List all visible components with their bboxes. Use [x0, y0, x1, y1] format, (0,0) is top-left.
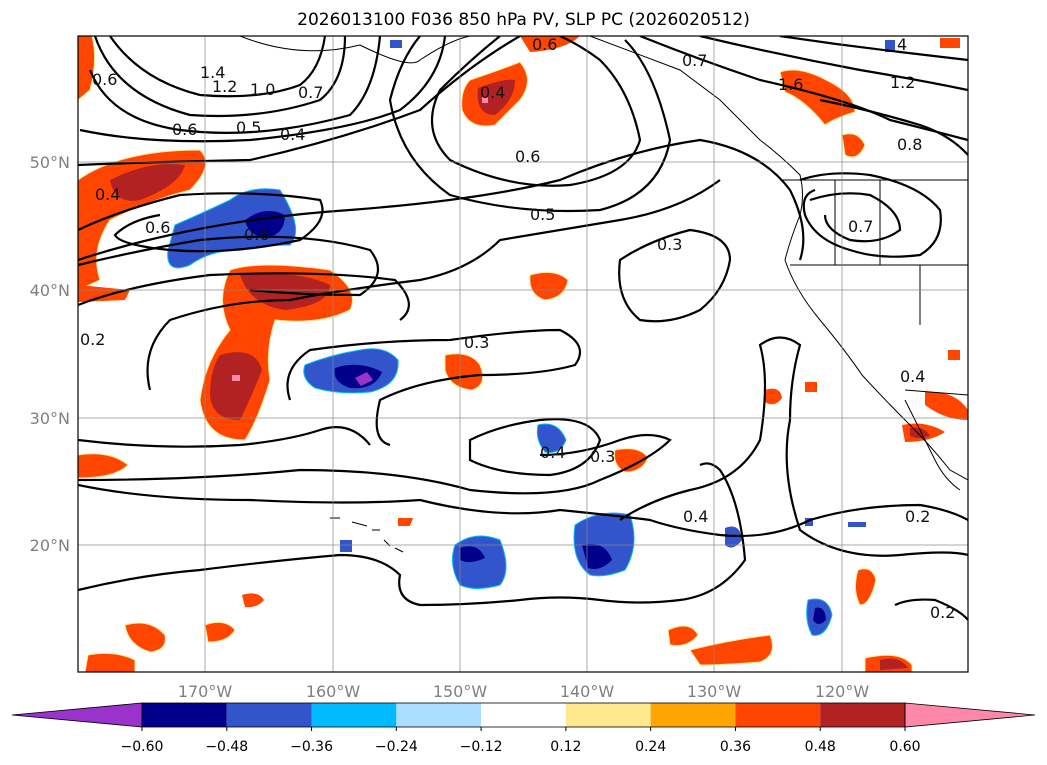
- contour-label: 0.7: [682, 51, 707, 70]
- lat-label: 50°N: [30, 153, 70, 172]
- map-frame: [77, 35, 969, 673]
- colorbar-tick-label: −0.12: [460, 739, 503, 755]
- latitude-labels: 50°N 40°N 30°N 20°N: [30, 153, 70, 555]
- colorbar-segment: [481, 703, 566, 727]
- contour-label: 0.4: [480, 83, 505, 102]
- contour-label: 0.6: [515, 147, 540, 166]
- contour-label: 0.2: [905, 507, 930, 526]
- colorbar-tick-label: 0.60: [889, 739, 920, 755]
- colorbar-tick-label: 0.12: [550, 739, 581, 755]
- colorbar-segment: [735, 703, 821, 727]
- contour-label: 0.3: [590, 447, 615, 466]
- lon-label: 150°W: [433, 682, 488, 701]
- colorbar-tick-label: −0.60: [121, 739, 164, 755]
- contour-label: 0.6: [244, 225, 269, 244]
- colorbar-tick-label: −0.36: [290, 739, 333, 755]
- contour-label: 0.4: [683, 507, 708, 526]
- pv-negative-regions: [167, 40, 895, 636]
- colorbar-segment: [226, 703, 312, 727]
- contour-label: 0.6: [145, 218, 170, 237]
- contour-label: 0.3: [657, 235, 682, 254]
- colorbar-tick-label: −0.24: [375, 739, 418, 755]
- map-title: 2026013100 F036 850 hPa PV, SLP PC (2026…: [297, 10, 750, 30]
- colorbar-segment: [311, 703, 397, 727]
- contour-label: 0.6: [172, 120, 197, 139]
- colorbar-extend-low: [11, 702, 143, 728]
- contour-label: 0.4: [95, 185, 120, 204]
- colorbar-tick-label: 0.36: [720, 739, 751, 755]
- contour-label: 1.4: [200, 63, 225, 82]
- lat-label: 30°N: [30, 409, 70, 428]
- contour-label: 0.3: [464, 333, 489, 352]
- contour-label: 0.5: [530, 205, 555, 224]
- contour-label: 0.8: [897, 135, 922, 154]
- contour-label: 0.4: [280, 125, 305, 144]
- contour-lines: [78, 36, 968, 621]
- contour-label: 1.2: [212, 77, 237, 96]
- colorbar-segment: [650, 703, 736, 727]
- lon-label: 160°W: [306, 682, 361, 701]
- lat-label: 40°N: [30, 281, 70, 300]
- contour-label: 0.7: [298, 83, 323, 102]
- contour-label: 0.6: [92, 70, 117, 89]
- contour-labels: 0.6 1.4 1.2 1.0 0.7 0.6 0.5 0.4 0.6 0.7 …: [80, 35, 955, 622]
- contour-label: 1.0: [250, 80, 275, 99]
- contour-label: 4: [897, 35, 907, 54]
- map-plot-area: 0.6 1.4 1.2 1.0 0.7 0.6 0.5 0.4 0.6 0.7 …: [78, 35, 968, 672]
- colorbar-segment: [396, 703, 482, 727]
- map-gridlines: [78, 36, 968, 672]
- longitude-labels: 170°W 160°W 150°W 140°W 130°W 120°W: [178, 682, 870, 701]
- contour-label: 0.2: [80, 330, 105, 349]
- lon-label: 170°W: [178, 682, 233, 701]
- colorbar-segment: [565, 703, 651, 727]
- colorbar-tick-label: −0.48: [205, 739, 248, 755]
- lat-label: 20°N: [30, 536, 70, 555]
- contour-label: 0.2: [930, 603, 955, 622]
- contour-label: 0.7: [848, 217, 873, 236]
- contour-label: 0.4: [540, 443, 565, 462]
- lon-label: 120°W: [815, 682, 870, 701]
- contour-label: 0.4: [900, 367, 925, 386]
- colorbar: −0.60 −0.48 −0.36 −0.24 −0.12 0.12 0.24 0.36 0.4…: [11, 702, 1036, 755]
- colorbar-segment: [142, 703, 227, 727]
- lon-label: 130°W: [687, 682, 742, 701]
- colorbar-tick-label: 0.24: [635, 739, 666, 755]
- contour-label: 1.6: [778, 75, 803, 94]
- colorbar-outline: [141, 702, 906, 728]
- contour-label: 0.5: [236, 118, 261, 137]
- colorbar-extend-high: [904, 702, 1036, 728]
- colorbar-segment: [820, 703, 905, 727]
- colorbar-tick-label: 0.48: [805, 739, 836, 755]
- contour-label: 0.6: [532, 35, 557, 54]
- pv-positive-regions: [78, 36, 968, 672]
- contour-label: 1.2: [890, 73, 915, 92]
- lon-label: 140°W: [560, 682, 615, 701]
